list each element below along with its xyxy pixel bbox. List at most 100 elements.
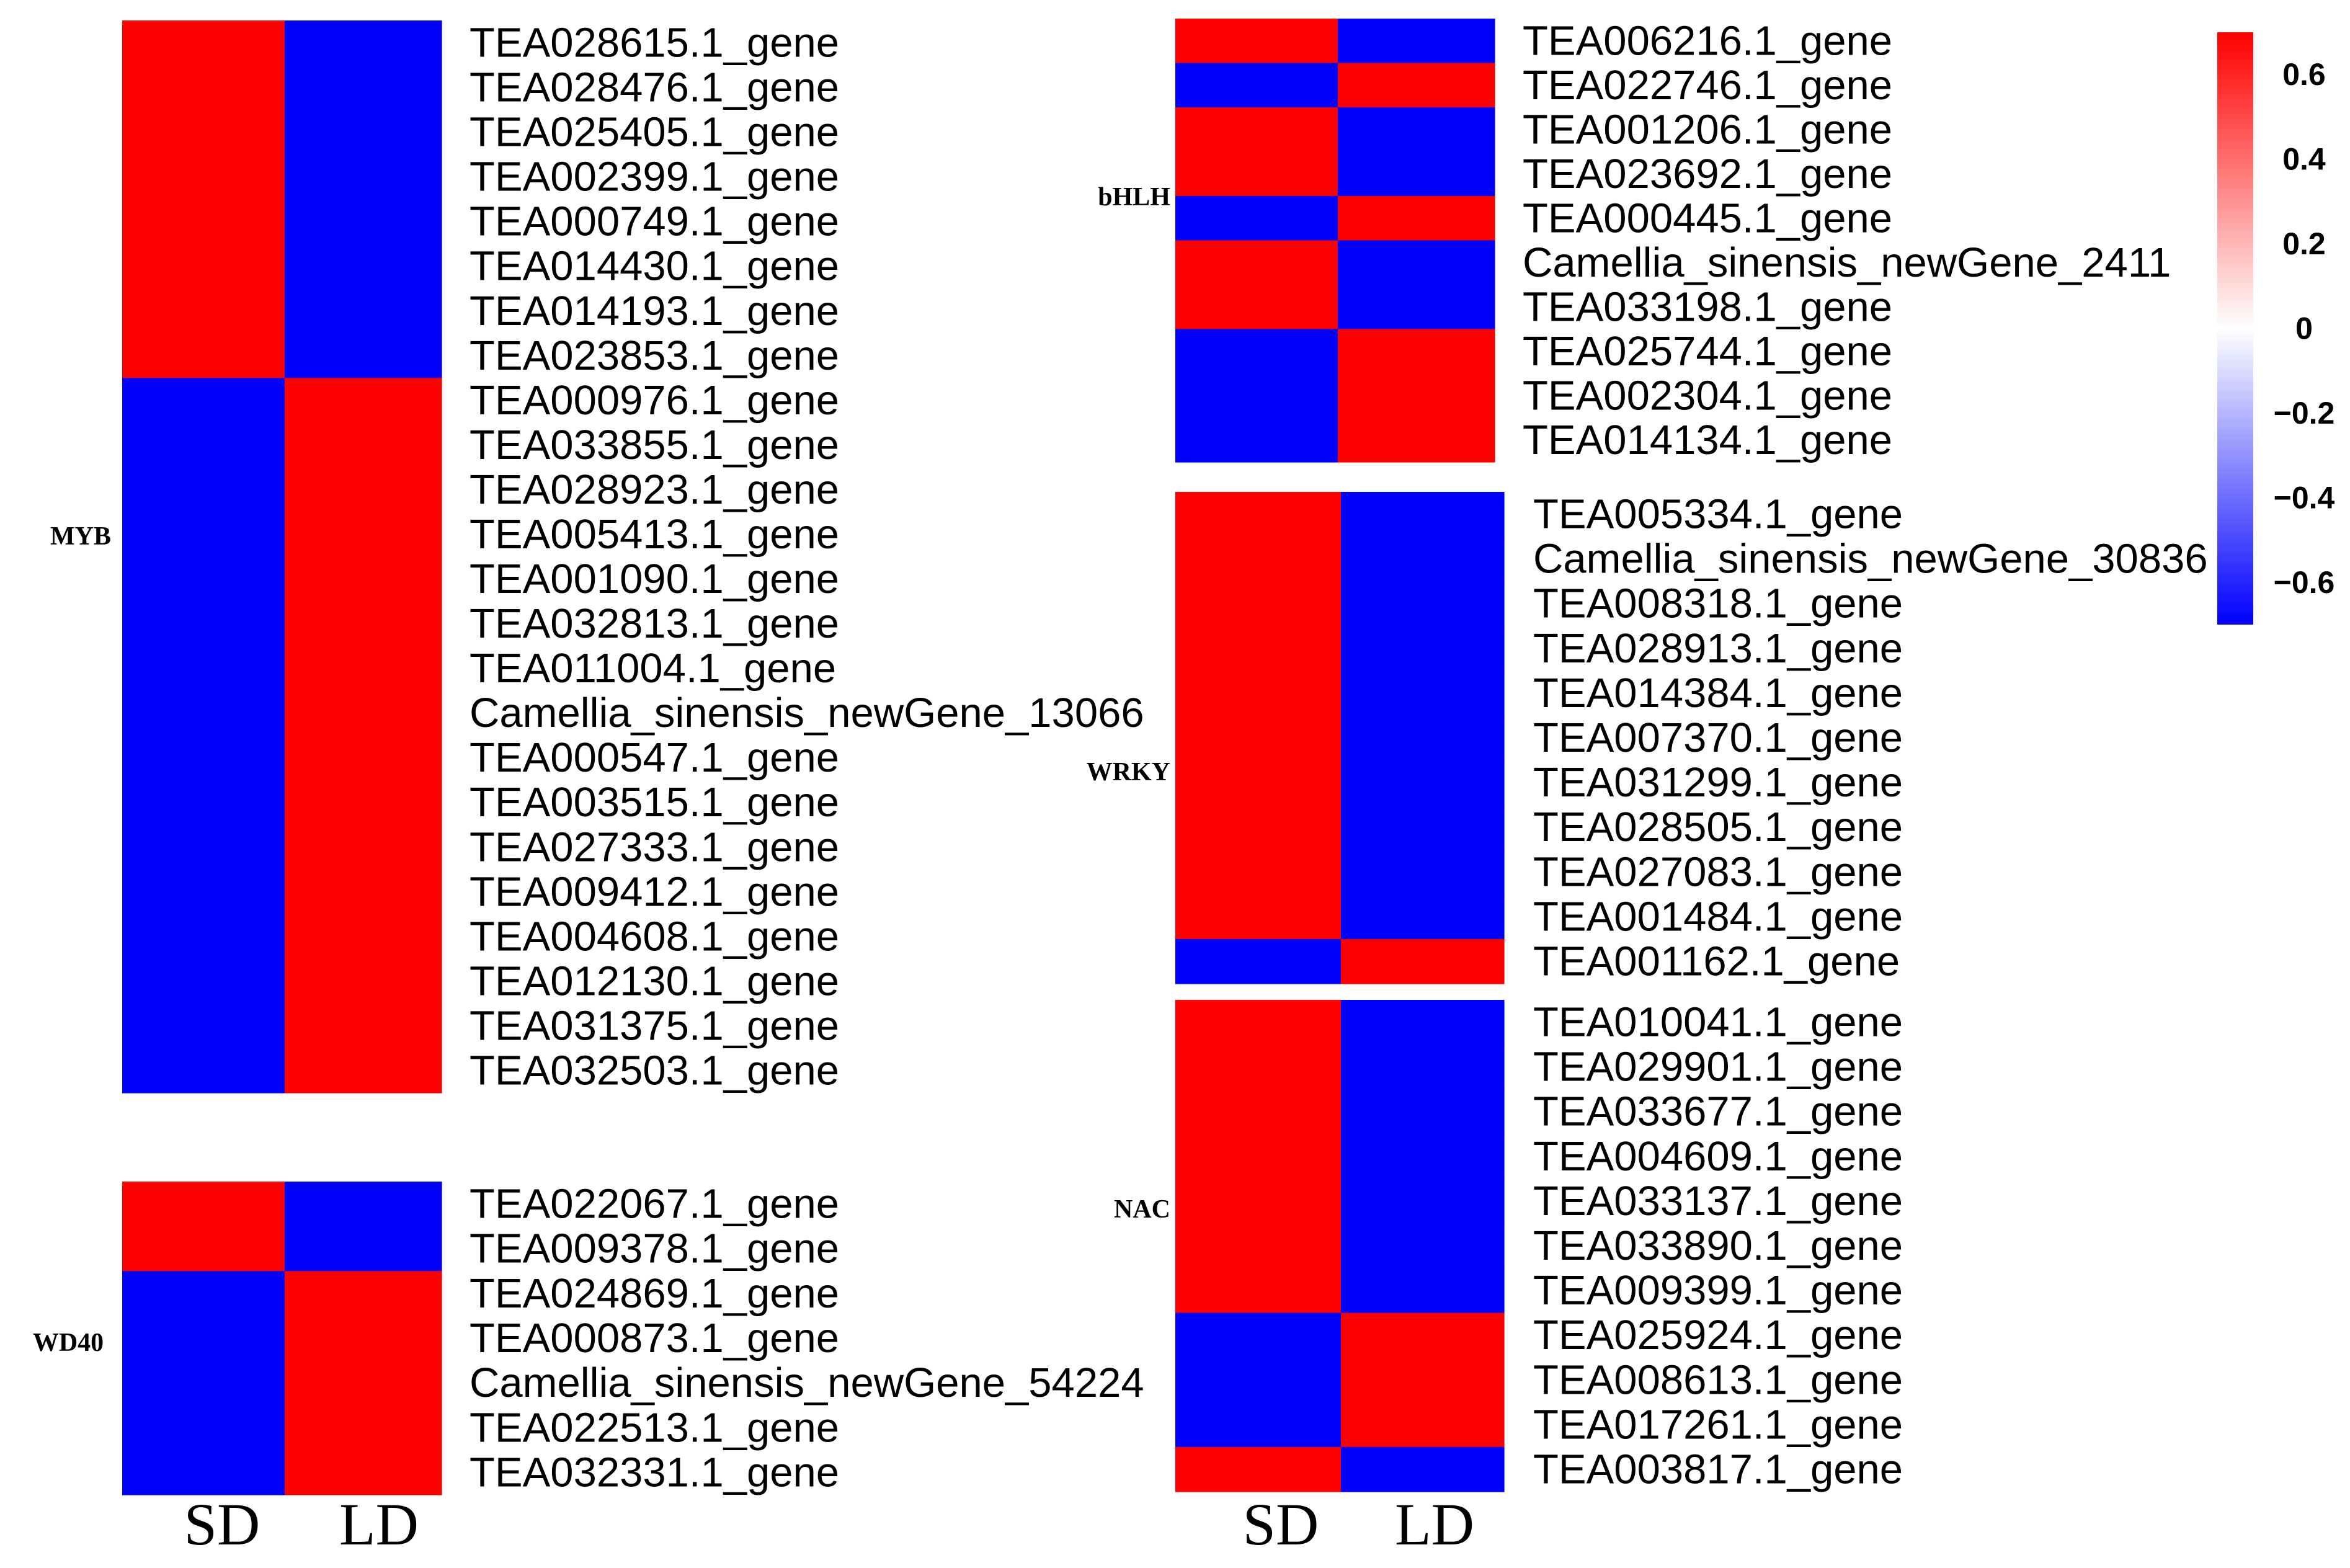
- column-label: LD: [339, 1491, 419, 1557]
- gene-label: Camellia_sinensis_newGene_30836: [1533, 536, 2208, 582]
- heatmap-cell: [122, 1226, 285, 1272]
- heatmap-cell: [1175, 240, 1338, 285]
- gene-label: TEA017261.1_gene: [1533, 1401, 1903, 1448]
- gene-label: TEA031299.1_gene: [1533, 759, 1903, 806]
- heatmap-cell: [122, 1316, 285, 1361]
- heatmap-cell: [285, 735, 442, 781]
- gene-label: TEA001206.1_gene: [1523, 106, 1892, 153]
- heatmap-cell: [285, 869, 442, 915]
- heatmap-cell: [1175, 804, 1342, 850]
- heatmap-cell: [285, 1048, 442, 1094]
- gene-label: TEA014430.1_gene: [470, 243, 839, 290]
- heatmap-cell: [1175, 626, 1342, 671]
- gene-label: TEA022513.1_gene: [470, 1404, 839, 1451]
- gene-label: TEA000547.1_gene: [470, 734, 839, 781]
- gene-label: TEA005413.1_gene: [470, 511, 839, 558]
- gene-label: TEA033137.1_gene: [1533, 1178, 1903, 1224]
- gene-label: Camellia_sinensis_newGene_54224: [470, 1360, 1144, 1406]
- gene-label: TEA028476.1_gene: [470, 65, 839, 111]
- colorbar-tick-label: 0.2: [2282, 226, 2326, 261]
- panel-myb: TEA028615.1_geneTEA028476.1_geneTEA02540…: [50, 20, 1144, 1557]
- heatmap-cell: [1175, 373, 1338, 419]
- heatmap-cell: [285, 110, 442, 155]
- gene-label: TEA033855.1_gene: [470, 422, 839, 468]
- gene-label: TEA011004.1_gene: [470, 645, 836, 692]
- gene-label: TEA024869.1_gene: [470, 1270, 839, 1317]
- heatmap-cell: [285, 1450, 442, 1495]
- heatmap-cell: [1341, 938, 1505, 984]
- heatmap-cell: [1175, 1268, 1342, 1314]
- heatmap-cell: [1341, 849, 1505, 895]
- family-label: WD40: [33, 1329, 104, 1357]
- heatmap-cell: [1175, 1178, 1342, 1224]
- heatmap-cell: [1175, 63, 1338, 108]
- heatmap-cell: [1175, 938, 1342, 984]
- gene-label: TEA014134.1_gene: [1523, 417, 1892, 463]
- heatmap-cell: [1175, 107, 1338, 153]
- gene-label: TEA006216.1_gene: [1523, 17, 1892, 64]
- heatmap-cell: [122, 1271, 285, 1317]
- heatmap-cell: [285, 1182, 442, 1227]
- heatmap-cell: [285, 244, 442, 289]
- heatmap-cell: [122, 690, 285, 736]
- heatmap-cell: [122, 244, 285, 289]
- gene-label: TEA027083.1_gene: [1533, 849, 1903, 895]
- heatmap-cell: [285, 422, 442, 468]
- gene-label: TEA032331.1_gene: [470, 1449, 839, 1495]
- gene-label: TEA002399.1_gene: [470, 154, 839, 200]
- heatmap-cell: [285, 378, 442, 423]
- heatmap-cell: [1341, 1178, 1505, 1224]
- heatmap-cell: [1175, 1134, 1342, 1179]
- heatmap-cell: [1341, 1402, 1505, 1448]
- heatmap-cell: [285, 690, 442, 736]
- heatmap-cell: [1341, 626, 1505, 671]
- heatmap-cell: [285, 556, 442, 602]
- heatmap-cell: [122, 958, 285, 1004]
- heatmap-cell: [1338, 373, 1495, 419]
- heatmap-cell: [122, 110, 285, 155]
- heatmap-cell: [1341, 804, 1505, 850]
- heatmap-cell: [1175, 537, 1342, 582]
- heatmap-cell: [1175, 492, 1342, 537]
- heatmap-cell: [1341, 1223, 1505, 1269]
- panel-wrky: TEA005334.1_geneCamellia_sinensis_newGen…: [1087, 491, 2208, 985]
- heatmap-cell: [1175, 417, 1338, 463]
- heatmap-cell: [122, 646, 285, 692]
- gene-label: TEA000749.1_gene: [470, 198, 839, 245]
- heatmap-cell: [1341, 1357, 1505, 1403]
- family-label: NAC: [1114, 1195, 1170, 1224]
- heatmap-cell: [122, 1405, 285, 1451]
- gene-label: TEA028615.1_gene: [470, 20, 839, 66]
- heatmap-cell: [1175, 196, 1338, 241]
- heatmap-cell: [285, 1271, 442, 1317]
- heatmap-cell: [285, 65, 442, 110]
- gene-label: TEA023692.1_gene: [1523, 151, 1892, 197]
- heatmap-cell: [285, 1316, 442, 1361]
- heatmap-cell: [1175, 19, 1338, 64]
- heatmap-cell: [1175, 151, 1338, 197]
- gene-label: TEA027333.1_gene: [470, 824, 839, 870]
- heatmap-cell: [122, 154, 285, 200]
- heatmap-cell: [1341, 894, 1505, 940]
- heatmap-cell: [1175, 1000, 1342, 1045]
- gene-label: TEA029901.1_gene: [1533, 1044, 1903, 1090]
- heatmap-cell: [1341, 1134, 1505, 1179]
- heatmap-cell: [1341, 1089, 1505, 1134]
- heatmap-cell: [122, 1182, 285, 1227]
- heatmap-cell: [1175, 760, 1342, 806]
- heatmap-cell: [122, 20, 285, 66]
- family-label: WRKY: [1087, 758, 1170, 786]
- heatmap-cell: [1341, 1312, 1505, 1358]
- heatmap-cell: [1341, 1268, 1505, 1314]
- heatmap-cell: [122, 1003, 285, 1049]
- heatmap-cell: [122, 556, 285, 602]
- colorbar-tick-label: 0.4: [2282, 142, 2326, 177]
- gene-label: TEA000976.1_gene: [470, 377, 839, 424]
- column-label: LD: [1395, 1491, 1474, 1557]
- heatmap-cell: [1338, 240, 1495, 285]
- gene-label: TEA033890.1_gene: [1533, 1223, 1903, 1269]
- gene-label: TEA025744.1_gene: [1523, 328, 1892, 375]
- heatmap-cell: [122, 422, 285, 468]
- gene-label: TEA028505.1_gene: [1533, 804, 1903, 850]
